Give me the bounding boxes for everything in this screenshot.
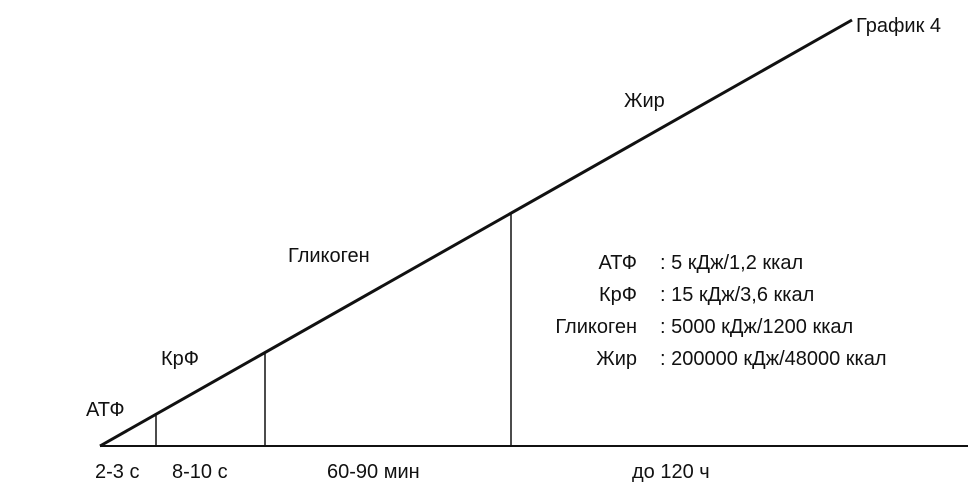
duration-fat: до 120 ч xyxy=(632,461,710,483)
energy-value-fat: : 200000 кДж/48000 ккал xyxy=(660,348,887,370)
energy-value-glycogen: : 5000 кДж/1200 ккал xyxy=(660,316,853,338)
zone-label-atf: АТФ xyxy=(86,399,125,421)
energy-name-fat: Жир xyxy=(596,348,637,370)
zone-label-glycogen: Гликоген xyxy=(288,245,370,267)
duration-atf: 2-3 с xyxy=(95,461,139,483)
energy-value-atf: : 5 кДж/1,2 ккал xyxy=(660,252,803,274)
zone-label-krf: КрФ xyxy=(161,348,199,370)
duration-krf: 8-10 с xyxy=(172,461,228,483)
energy-name-atf: АТФ xyxy=(598,252,637,274)
energy-diagonal-line xyxy=(99,18,853,448)
zone-label-fat: Жир xyxy=(624,90,665,112)
energy-name-glycogen: Гликоген xyxy=(555,316,637,338)
graph-title: График 4 xyxy=(856,15,941,37)
energy-value-krf: : 15 кДж/3,6 ккал xyxy=(660,284,814,306)
energy-name-krf: КрФ xyxy=(599,284,637,306)
duration-glycogen: 60-90 мин xyxy=(327,461,420,483)
